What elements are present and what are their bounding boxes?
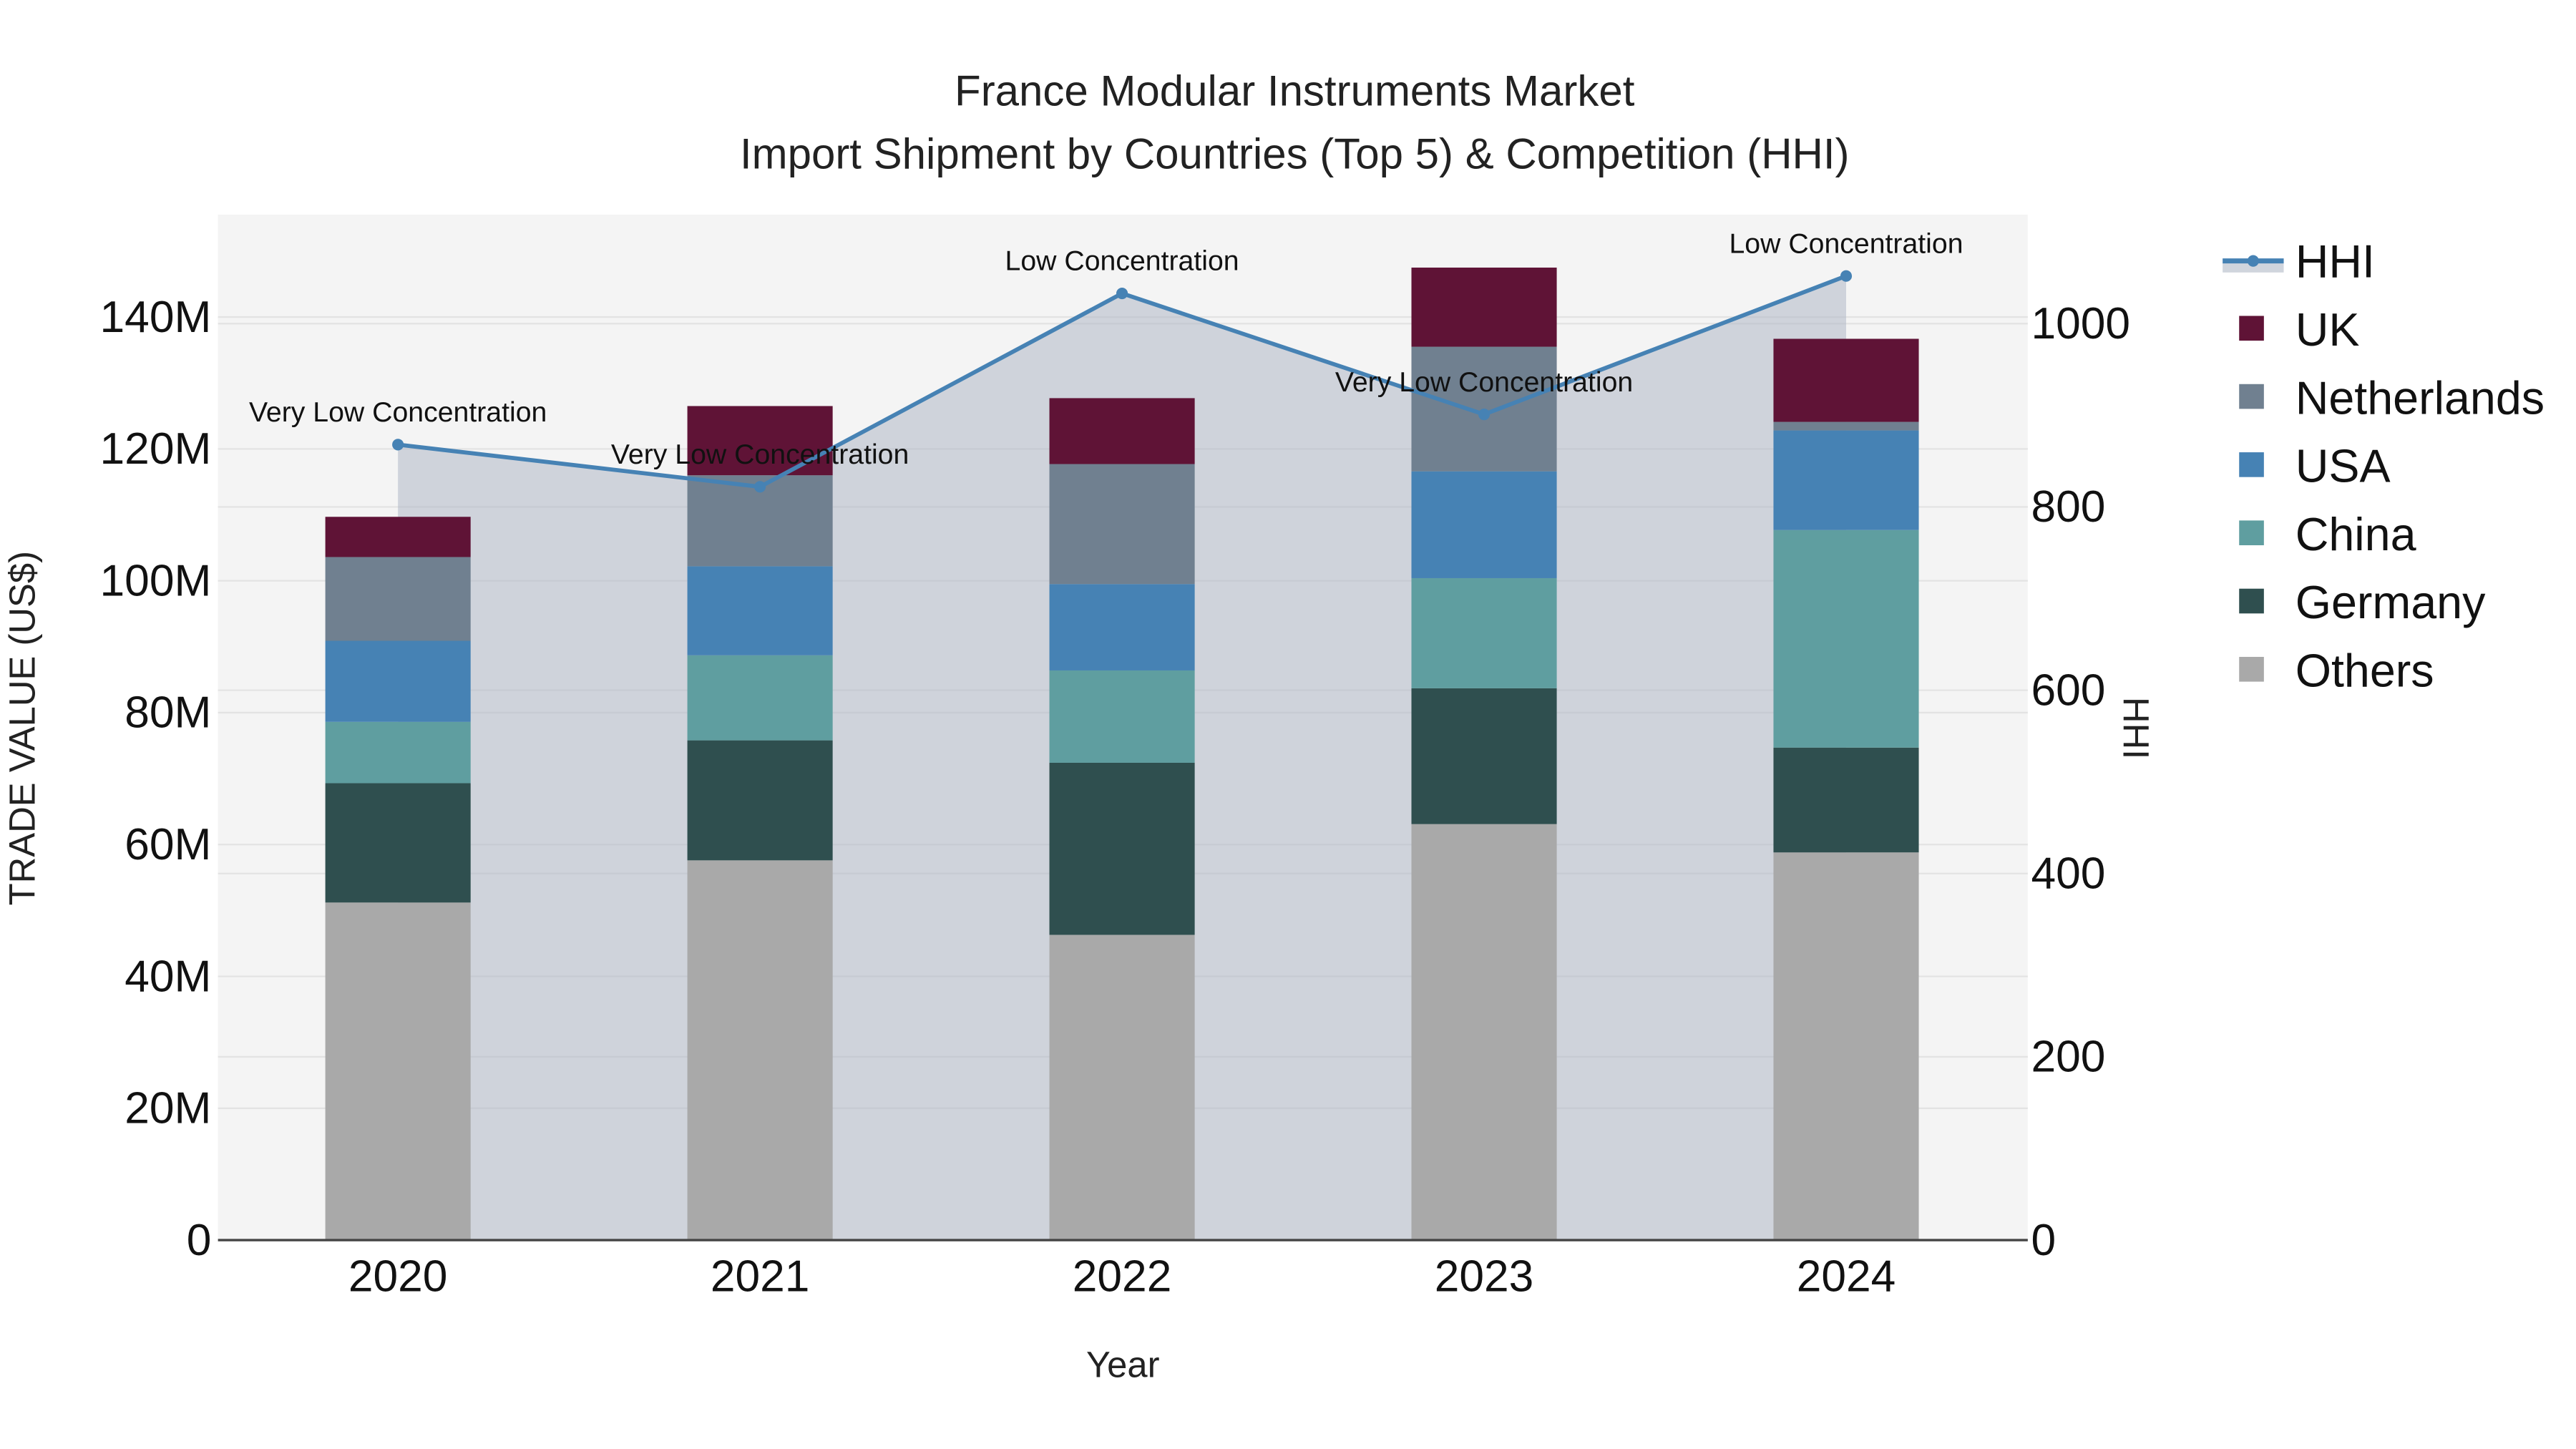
hhi-annotation: Low Concentration	[1729, 228, 1963, 259]
bar-segment-germany	[1773, 747, 1919, 853]
x-tick-label: 2021	[711, 1252, 810, 1302]
y-right-tick-label: 600	[2031, 665, 2105, 715]
hhi-annotations: Very Low Concentration Very Low Concentra…	[249, 228, 1963, 470]
legend-item-uk[interactable]: UK	[2239, 304, 2359, 356]
legend-item-usa[interactable]: USA	[2239, 441, 2391, 492]
y-axis-right-title: HHI	[2116, 697, 2157, 759]
bar-group-2021	[687, 406, 833, 1241]
bar-segment-uk	[325, 517, 471, 557]
legend-swatch-icon	[2239, 588, 2264, 614]
bar-segment-others	[1773, 852, 1919, 1241]
bar-group-2024	[1773, 338, 1919, 1241]
hhi-point[interactable]	[1116, 287, 1128, 300]
bar-segment-others	[325, 902, 471, 1241]
y-right-tick-label: 1000	[2031, 299, 2130, 348]
bar-segment-china	[325, 721, 471, 784]
stacked-bars	[325, 267, 1919, 1241]
bar-group-2022	[1049, 398, 1195, 1241]
bar-segment-others	[687, 860, 833, 1241]
hhi-annotation: Very Low Concentration	[1335, 366, 1633, 398]
bar-segment-others	[1049, 935, 1195, 1241]
hhi-legend-marker-icon	[2247, 255, 2259, 267]
bar-segment-china	[1411, 577, 1557, 688]
y-left-tick-label: 0	[187, 1216, 212, 1265]
legend-item-hhi[interactable]: HHI	[2223, 236, 2375, 288]
hhi-point[interactable]	[1840, 270, 1853, 282]
y-right-tick-label: 0	[2031, 1216, 2056, 1265]
legend-label: Netherlands	[2296, 372, 2545, 424]
bar-segment-uk	[1049, 398, 1195, 464]
hhi-annotation: Low Concentration	[1005, 245, 1239, 277]
bar-segment-germany	[1411, 688, 1557, 824]
hhi-annotation: Very Low Concentration	[611, 439, 909, 470]
chart-title-line2: Import Shipment by Countries (Top 5) & C…	[740, 130, 1850, 177]
x-axis-ticks: 2020 2021 2022 2023 2024	[348, 1252, 1896, 1302]
bar-segment-netherlands	[325, 557, 471, 641]
y-right-tick-label: 200	[2031, 1033, 2105, 1082]
legend-label: HHI	[2296, 236, 2375, 288]
y-right-tick-label: 800	[2031, 482, 2105, 532]
x-tick-label: 2023	[1435, 1252, 1534, 1302]
y-axis-right-ticks: 0 200 400 600 800 1000	[2031, 299, 2130, 1265]
y-axis-left-ticks: 0 20M 40M 60M 80M 100M 120M 140M	[100, 293, 212, 1265]
bar-segment-uk	[687, 406, 833, 476]
legend-label: UK	[2296, 304, 2360, 356]
bar-segment-uk	[1773, 338, 1919, 422]
x-tick-label: 2022	[1073, 1252, 1172, 1302]
bar-segment-germany	[687, 740, 833, 861]
hhi-line	[392, 270, 1853, 493]
hhi-point[interactable]	[754, 481, 766, 493]
legend-swatch-icon	[2239, 657, 2264, 682]
bar-segment-usa	[1773, 430, 1919, 530]
y-left-tick-label: 120M	[100, 424, 212, 474]
bar-segment-china	[1773, 530, 1919, 748]
legend-swatch-icon	[2239, 384, 2264, 409]
legend-label: USA	[2296, 441, 2391, 492]
y-left-tick-label: 60M	[125, 820, 211, 869]
bar-segment-netherlands	[1773, 421, 1919, 431]
legend-item-others[interactable]: Others	[2239, 645, 2434, 697]
y-left-tick-label: 20M	[125, 1084, 211, 1133]
legend-swatch-icon	[2239, 520, 2264, 545]
hhi-legend-fill-icon	[2223, 262, 2284, 273]
hhi-point[interactable]	[392, 439, 404, 451]
bar-segment-china	[687, 655, 833, 741]
hhi-point[interactable]	[1478, 409, 1491, 421]
y-axis-left-title: TRADE VALUE (US$)	[1, 551, 42, 905]
y-left-tick-label: 40M	[125, 952, 211, 1001]
legend-label: China	[2296, 509, 2416, 560]
bar-segment-uk	[1411, 267, 1557, 347]
legend: HHI UK Netherlands USA China Germany Others	[2223, 236, 2545, 697]
bar-segment-others	[1411, 824, 1557, 1241]
bar-segment-usa	[1049, 584, 1195, 670]
bar-segment-germany	[325, 783, 471, 903]
y-left-tick-label: 140M	[100, 293, 212, 342]
x-axis-title: Year	[1086, 1345, 1160, 1385]
bar-segment-usa	[325, 640, 471, 722]
bar-segment-usa	[1411, 471, 1557, 578]
y-left-tick-label: 100M	[100, 556, 212, 605]
y-right-tick-label: 400	[2031, 849, 2105, 899]
chart-title-line1: France Modular Instruments Market	[955, 67, 1635, 115]
hhi-annotation: Very Low Concentration	[249, 396, 547, 428]
legend-swatch-icon	[2239, 316, 2264, 341]
x-tick-label: 2024	[1797, 1252, 1896, 1302]
legend-label: Others	[2296, 645, 2434, 697]
legend-item-germany[interactable]: Germany	[2239, 577, 2486, 628]
legend-item-china[interactable]: China	[2239, 509, 2416, 560]
x-tick-label: 2020	[348, 1252, 448, 1302]
legend-label: Germany	[2296, 577, 2486, 628]
bar-segment-usa	[687, 566, 833, 655]
legend-item-netherlands[interactable]: Netherlands	[2239, 372, 2545, 424]
y-left-tick-label: 80M	[125, 688, 211, 738]
bar-segment-netherlands	[1049, 464, 1195, 585]
bar-segment-germany	[1049, 762, 1195, 935]
legend-swatch-icon	[2239, 452, 2264, 477]
bar-group-2020	[325, 517, 471, 1241]
bar-segment-china	[1049, 670, 1195, 763]
